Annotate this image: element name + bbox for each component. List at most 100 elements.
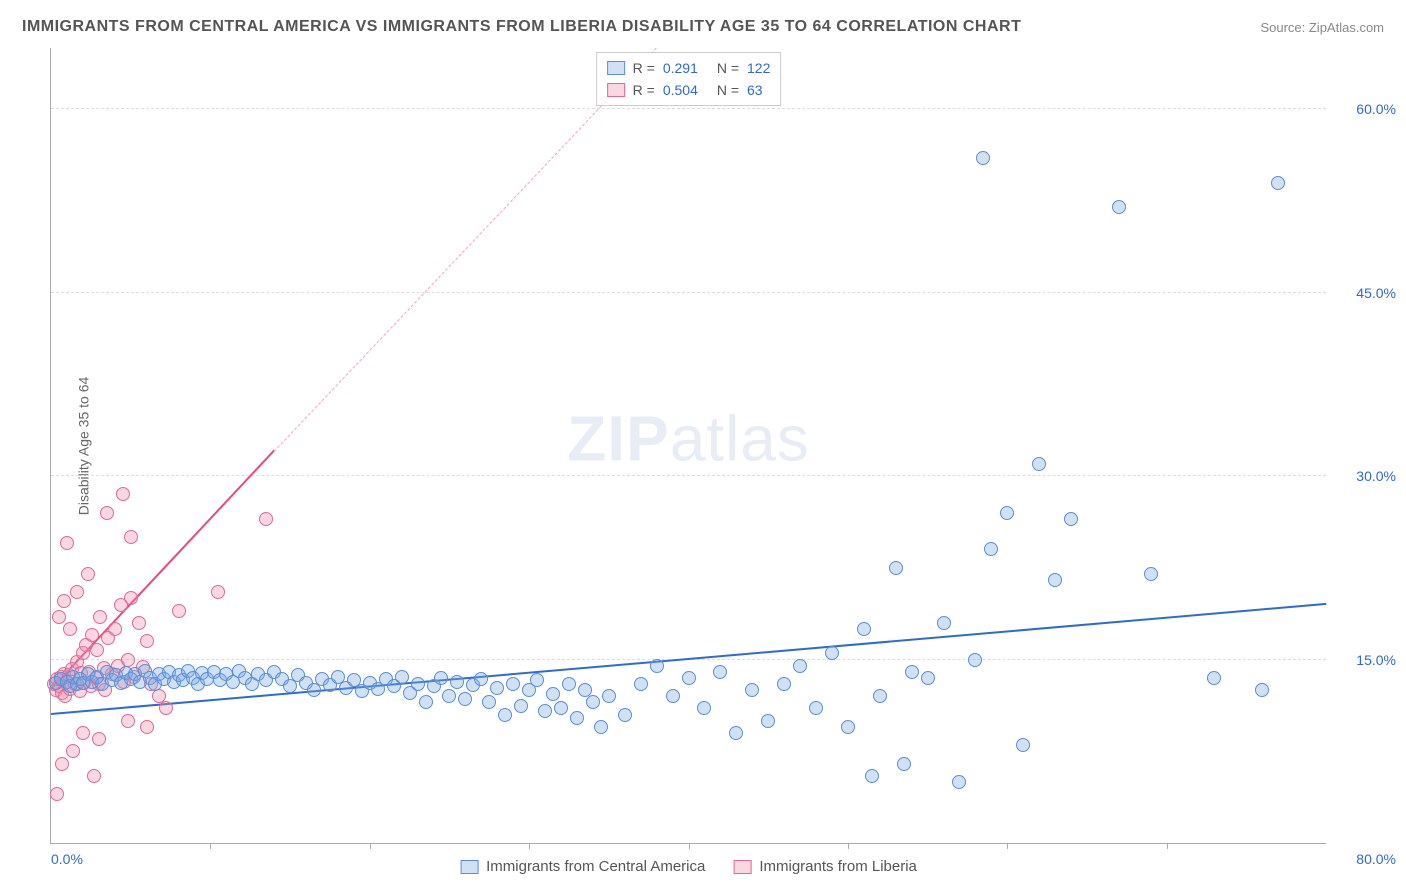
scatter-point [63, 622, 77, 636]
scatter-point [952, 775, 966, 789]
scatter-point [395, 670, 409, 684]
r-value-liberia: 0.504 [663, 82, 709, 98]
scatter-point [1064, 512, 1078, 526]
scatter-point [1032, 457, 1046, 471]
scatter-point [482, 695, 496, 709]
x-tick-minor [848, 843, 849, 849]
legend-swatch-liberia-2 [733, 860, 751, 874]
scatter-point [618, 708, 632, 722]
scatter-point [514, 699, 528, 713]
y-tick-label: 15.0% [1336, 652, 1396, 668]
scatter-point [434, 671, 448, 685]
legend-swatch-central-america-2 [460, 860, 478, 874]
scatter-point [450, 675, 464, 689]
n-label: N = [717, 60, 739, 76]
chart-title: IMMIGRANTS FROM CENTRAL AMERICA VS IMMIG… [22, 18, 1021, 36]
scatter-point [666, 689, 680, 703]
legend-label-central-america: Immigrants from Central America [486, 858, 705, 875]
scatter-point [921, 671, 935, 685]
x-tick-end: 80.0% [1336, 851, 1396, 867]
scatter-point [1000, 506, 1014, 520]
scatter-point [108, 622, 122, 636]
legend-swatch-central-america [607, 61, 625, 75]
scatter-point [729, 726, 743, 740]
legend-swatch-liberia [607, 83, 625, 97]
scatter-point [458, 692, 472, 706]
scatter-point [984, 542, 998, 556]
scatter-point [70, 585, 84, 599]
scatter-point [697, 701, 711, 715]
scatter-point [841, 720, 855, 734]
scatter-point [937, 616, 951, 630]
x-tick-minor [370, 843, 371, 849]
scatter-point [76, 726, 90, 740]
scatter-point [172, 604, 186, 618]
scatter-point [474, 672, 488, 686]
scatter-point [745, 683, 759, 697]
scatter-point [124, 591, 138, 605]
legend-item-liberia: Immigrants from Liberia [733, 858, 917, 875]
watermark: ZIPatlas [567, 401, 810, 475]
scatter-point [1207, 671, 1221, 685]
scatter-point [411, 677, 425, 691]
scatter-point [93, 610, 107, 624]
scatter-point [116, 487, 130, 501]
gridline-h [51, 108, 1326, 109]
x-tick-minor [210, 843, 211, 849]
scatter-point [530, 673, 544, 687]
scatter-point [60, 536, 74, 550]
scatter-point [602, 689, 616, 703]
scatter-point [124, 530, 138, 544]
scatter-point [121, 653, 135, 667]
scatter-point [211, 585, 225, 599]
scatter-point [159, 701, 173, 715]
scatter-point [897, 757, 911, 771]
scatter-point [90, 643, 104, 657]
scatter-point [100, 506, 114, 520]
scatter-point [132, 616, 146, 630]
scatter-point [777, 677, 791, 691]
scatter-point [1048, 573, 1062, 587]
scatter-point [1016, 738, 1030, 752]
scatter-point [1144, 567, 1158, 581]
scatter-point [713, 665, 727, 679]
scatter-point [650, 659, 664, 673]
n-label: N = [717, 82, 739, 98]
legend-label-liberia: Immigrants from Liberia [759, 858, 917, 875]
scatter-point [87, 769, 101, 783]
scatter-point [761, 714, 775, 728]
x-tick-origin: 0.0% [51, 851, 83, 867]
scatter-point [562, 677, 576, 691]
x-tick-minor [1007, 843, 1008, 849]
n-value-central-america: 122 [747, 60, 770, 76]
scatter-point [498, 708, 512, 722]
y-tick-label: 45.0% [1336, 285, 1396, 301]
scatter-point [873, 689, 887, 703]
scatter-point [586, 695, 600, 709]
scatter-point [1271, 176, 1285, 190]
scatter-point [889, 561, 903, 575]
plot-area: ZIPatlas R = 0.291 N = 122 R = 0.504 N =… [50, 48, 1326, 844]
source-label: Source: ZipAtlas.com [1260, 20, 1384, 35]
scatter-point [809, 701, 823, 715]
r-value-central-america: 0.291 [663, 60, 709, 76]
legend-stats-row-2: R = 0.504 N = 63 [607, 79, 771, 101]
scatter-point [55, 757, 69, 771]
n-value-liberia: 63 [747, 82, 763, 98]
scatter-point [92, 732, 106, 746]
scatter-point [442, 689, 456, 703]
x-tick-minor [529, 843, 530, 849]
scatter-point [825, 646, 839, 660]
legend-series: Immigrants from Central America Immigran… [460, 858, 917, 875]
scatter-point [81, 567, 95, 581]
scatter-point [259, 512, 273, 526]
scatter-point [570, 711, 584, 725]
gridline-h [51, 292, 1326, 293]
scatter-point [1255, 683, 1269, 697]
scatter-point [857, 622, 871, 636]
scatter-point [50, 787, 64, 801]
x-tick-minor [689, 843, 690, 849]
scatter-point [634, 677, 648, 691]
gridline-h [51, 475, 1326, 476]
scatter-point [121, 714, 135, 728]
